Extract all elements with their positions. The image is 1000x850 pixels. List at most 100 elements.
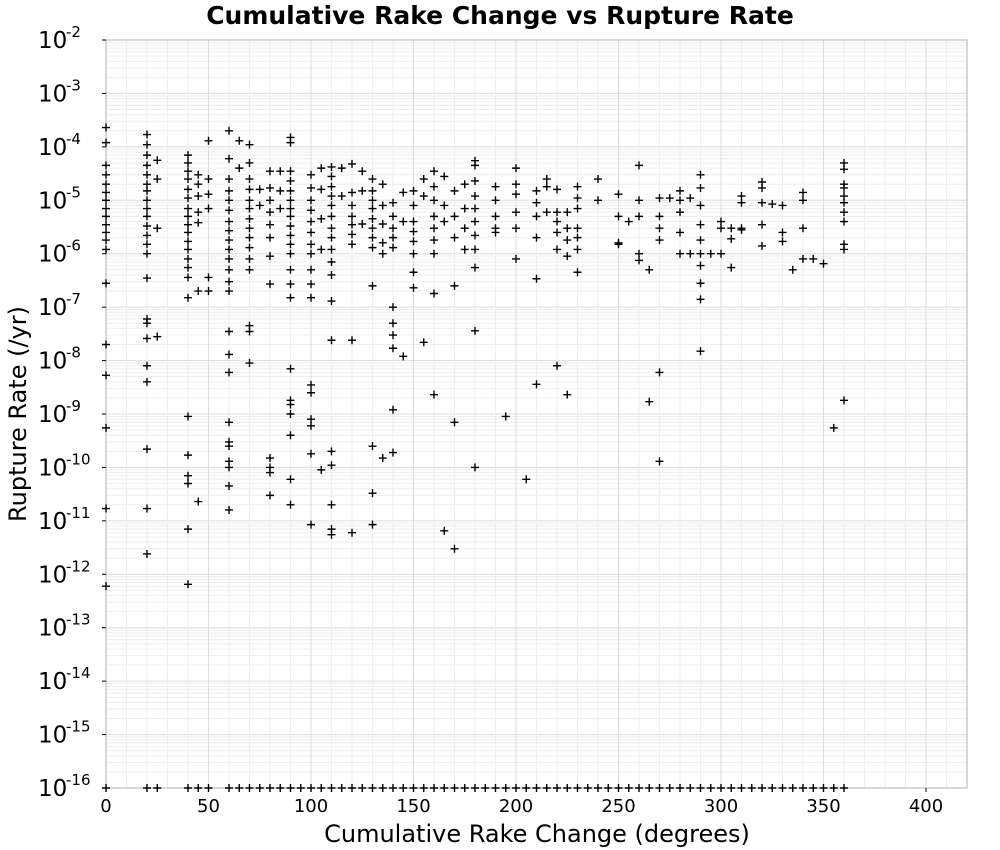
data-point: [737, 784, 746, 792]
data-point: [512, 190, 520, 199]
data-point: [225, 245, 233, 254]
data-point: [532, 186, 541, 195]
data-point: [327, 461, 336, 470]
data-point: [286, 222, 295, 231]
data-point: [286, 167, 295, 176]
data-point: [512, 180, 520, 189]
data-point: [368, 186, 377, 195]
data-point: [348, 212, 356, 221]
data-point: [143, 274, 151, 283]
data-point: [840, 217, 848, 226]
data-point: [430, 236, 438, 245]
data-point: [245, 254, 254, 263]
data-point: [245, 214, 254, 223]
data-point: [460, 180, 469, 189]
data-point: [614, 212, 623, 221]
y-tick-label: 10: [38, 616, 67, 642]
data-point: [307, 293, 315, 302]
data-point: [143, 204, 151, 213]
data-point: [645, 397, 654, 406]
data-point: [184, 263, 192, 272]
data-point: [225, 327, 233, 336]
data-point: [768, 200, 777, 209]
data-point: [307, 206, 315, 215]
data-point: [307, 265, 315, 274]
data-point: [491, 212, 500, 221]
data-point: [778, 784, 787, 792]
y-tick-exponent: -11: [66, 504, 91, 522]
data-point: [102, 204, 110, 213]
data-point: [430, 224, 438, 233]
data-point: [286, 500, 295, 509]
data-point: [143, 249, 151, 258]
data-point: [266, 468, 274, 477]
data-point: [419, 192, 428, 201]
data-point: [573, 245, 582, 254]
data-point: [184, 220, 192, 229]
data-point: [635, 212, 643, 221]
data-point: [194, 170, 203, 179]
data-point: [378, 454, 387, 463]
data-point: [143, 140, 151, 149]
data-point: [184, 167, 192, 176]
data-point: [286, 410, 295, 418]
data-point: [409, 201, 418, 210]
data-point: [799, 254, 807, 263]
data-point: [491, 196, 500, 205]
data-point: [635, 249, 643, 258]
data-point: [542, 175, 551, 184]
data-point: [368, 489, 377, 498]
data-point: [225, 217, 233, 226]
data-point: [696, 249, 705, 258]
data-point: [450, 212, 459, 221]
data-point: [194, 497, 203, 506]
data-point: [102, 170, 110, 179]
data-point: [378, 249, 387, 258]
y-tick-label: 10: [38, 776, 67, 802]
data-point: [758, 183, 766, 192]
data-point: [481, 784, 490, 792]
data-point: [184, 479, 192, 488]
data-point: [573, 194, 582, 203]
data-point: [286, 176, 295, 185]
data-point: [553, 361, 561, 370]
data-point: [389, 233, 397, 242]
data-point: [266, 491, 274, 500]
data-point: [696, 261, 705, 270]
data-point: [665, 194, 674, 203]
data-point: [399, 352, 408, 361]
data-point: [635, 784, 643, 792]
data-point: [204, 287, 213, 296]
data-point: [102, 784, 110, 792]
y-tick-label: 10: [38, 188, 67, 214]
data-point: [102, 180, 110, 189]
data-point: [676, 186, 684, 195]
data-point: [266, 784, 274, 792]
data-point: [194, 192, 203, 201]
data-point: [204, 204, 213, 213]
data-point: [378, 201, 387, 210]
data-point: [348, 188, 356, 197]
data-point: [266, 280, 274, 289]
data-point: [143, 212, 151, 221]
data-point: [102, 245, 110, 254]
data-point: [542, 208, 551, 217]
data-point: [573, 784, 582, 792]
data-point: [102, 236, 110, 245]
data-point: [778, 237, 787, 246]
data-point: [419, 338, 428, 347]
data-point: [266, 252, 274, 261]
data-point: [563, 390, 572, 399]
data-point: [450, 186, 459, 195]
data-point: [143, 170, 151, 179]
data-point: [255, 201, 264, 210]
data-point: [809, 784, 818, 792]
data-point: [676, 196, 684, 205]
x-tick-label: 50: [197, 796, 220, 817]
data-point: [317, 245, 326, 254]
data-point: [286, 364, 295, 373]
data-point: [348, 784, 356, 792]
data-point: [225, 265, 233, 274]
data-point: [184, 228, 192, 237]
